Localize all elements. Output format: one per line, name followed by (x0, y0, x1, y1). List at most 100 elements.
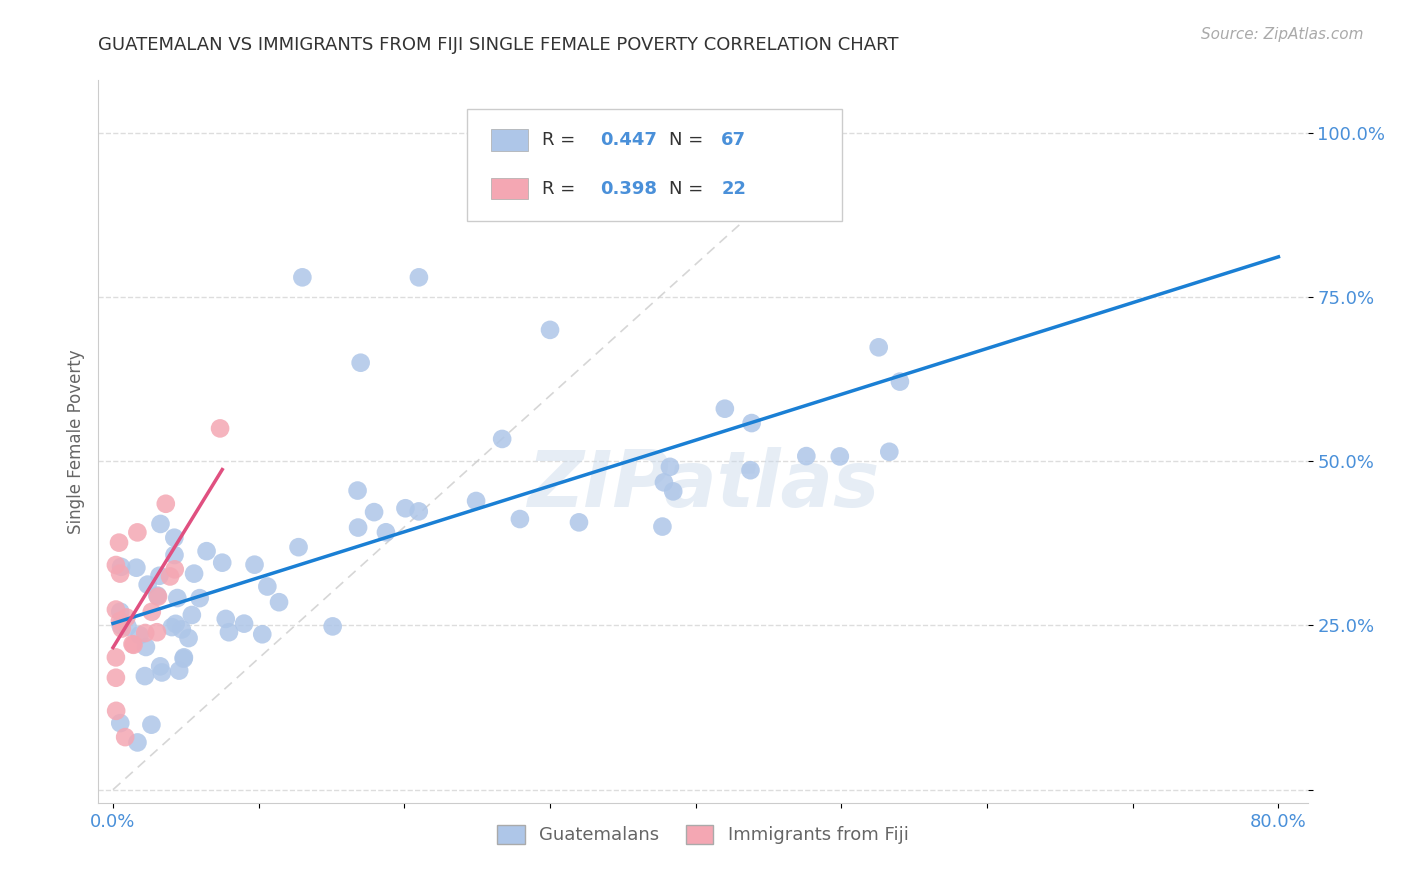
Legend: Guatemalans, Immigrants from Fiji: Guatemalans, Immigrants from Fiji (491, 818, 915, 852)
Point (374, 525, 396, 540)
Text: N =: N = (669, 179, 709, 198)
Point (127, 525, 149, 540)
Point (110, 605, 132, 619)
Point (794, 449, 817, 463)
Point (741, 416, 763, 430)
Text: ZIPatlas: ZIPatlas (527, 447, 879, 523)
Point (141, 717, 163, 731)
Point (233, 616, 256, 631)
Point (163, 548, 186, 562)
Point (828, 450, 851, 464)
Point (879, 444, 901, 458)
Point (322, 619, 344, 633)
Point (215, 612, 238, 626)
Point (568, 516, 591, 530)
FancyBboxPatch shape (492, 178, 527, 200)
Point (111, 622, 134, 636)
Point (115, 610, 138, 624)
Text: 0.398: 0.398 (600, 179, 657, 198)
Point (149, 516, 172, 531)
Point (104, 602, 127, 616)
Point (141, 605, 163, 619)
Point (134, 626, 156, 640)
Point (146, 589, 169, 603)
Y-axis label: Single Female Poverty: Single Female Poverty (66, 350, 84, 533)
Point (155, 497, 177, 511)
Point (173, 651, 195, 665)
FancyBboxPatch shape (492, 129, 527, 151)
Point (121, 637, 143, 651)
Point (714, 401, 737, 416)
Point (256, 580, 278, 594)
Point (177, 631, 200, 645)
Point (188, 591, 211, 606)
Point (180, 607, 202, 622)
Point (652, 475, 675, 490)
Point (538, 323, 561, 337)
Point (149, 659, 172, 673)
Point (173, 650, 195, 665)
Point (889, 375, 911, 389)
Point (243, 558, 266, 572)
Point (110, 618, 132, 632)
Point (110, 559, 132, 574)
Point (394, 501, 416, 516)
Point (651, 519, 673, 533)
Text: 22: 22 (721, 179, 747, 198)
Point (104, 671, 127, 685)
Point (408, 270, 430, 285)
Point (163, 531, 186, 545)
Point (287, 540, 309, 554)
Point (146, 625, 169, 640)
Point (136, 577, 159, 591)
Point (868, 340, 890, 354)
Point (122, 638, 145, 652)
Point (104, 558, 127, 572)
Point (128, 628, 150, 642)
Point (134, 669, 156, 683)
Point (117, 620, 139, 634)
Point (105, 704, 128, 718)
Point (108, 566, 131, 581)
Point (350, 356, 373, 370)
Text: GUATEMALAN VS IMMIGRANTS FROM FIJI SINGLE FEMALE POVERTY CORRELATION CHART: GUATEMALAN VS IMMIGRANTS FROM FIJI SINGL… (98, 36, 898, 54)
Point (209, 421, 232, 435)
Point (291, 270, 314, 285)
Point (218, 625, 240, 640)
Point (267, 595, 290, 609)
Point (465, 494, 488, 508)
Text: 67: 67 (721, 131, 747, 149)
Point (346, 483, 368, 498)
Point (159, 569, 181, 583)
Point (509, 512, 531, 526)
Text: R =: R = (543, 179, 581, 198)
Point (114, 730, 136, 744)
Point (408, 504, 430, 518)
Text: R =: R = (543, 131, 581, 149)
Point (195, 544, 218, 558)
Point (491, 432, 513, 446)
Point (211, 556, 233, 570)
Point (125, 560, 148, 574)
Point (146, 590, 169, 604)
Text: N =: N = (669, 131, 709, 149)
Point (166, 591, 188, 605)
Point (150, 665, 173, 680)
Point (160, 620, 183, 634)
Point (135, 640, 157, 654)
Point (127, 735, 149, 749)
Text: 0.447: 0.447 (600, 131, 657, 149)
Text: Source: ZipAtlas.com: Source: ZipAtlas.com (1201, 27, 1364, 42)
Point (108, 535, 131, 549)
Point (110, 716, 132, 731)
Point (347, 520, 370, 534)
Point (165, 616, 187, 631)
FancyBboxPatch shape (467, 109, 842, 221)
Point (183, 566, 205, 581)
Point (363, 505, 385, 519)
Point (163, 562, 186, 576)
Point (167, 664, 190, 678)
Point (170, 623, 193, 637)
Point (740, 463, 762, 477)
Point (104, 650, 127, 665)
